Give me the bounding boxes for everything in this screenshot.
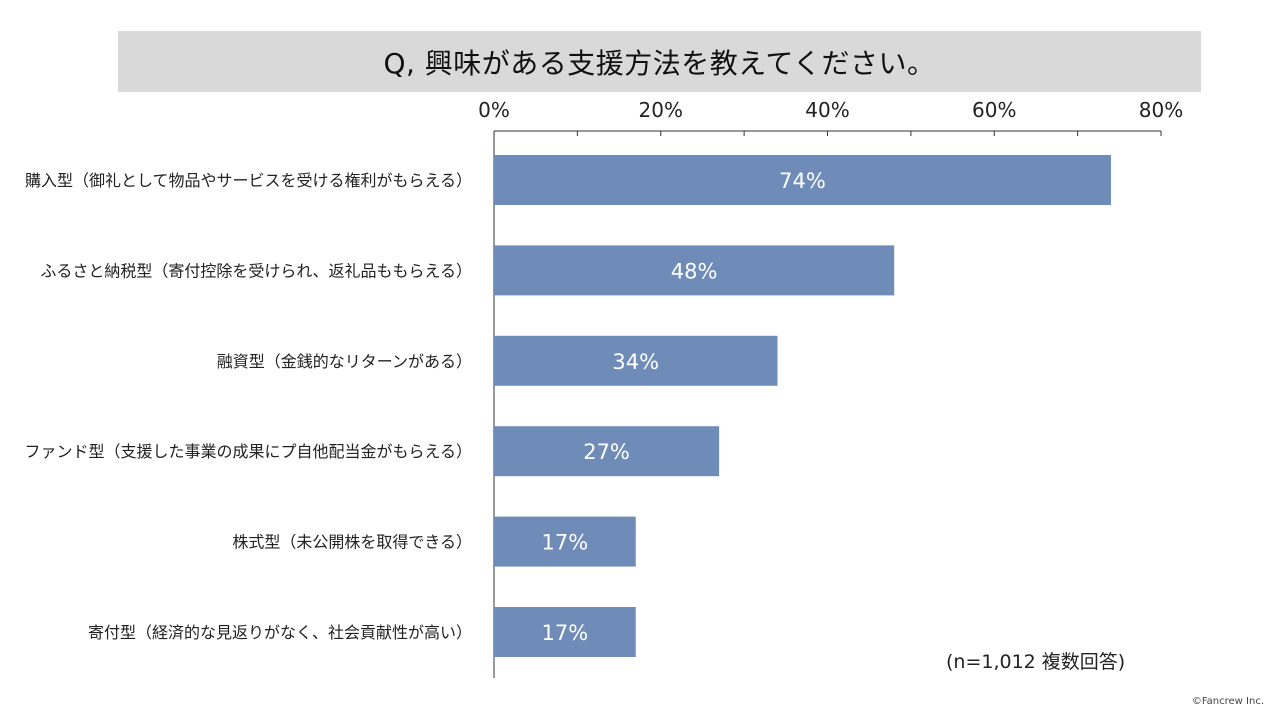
bar [494, 516, 636, 567]
x-tick-label: 20% [639, 98, 683, 122]
sample-size-note: (n=1,012 複数回答) [946, 651, 1126, 673]
bar [494, 245, 895, 296]
bar [494, 426, 720, 477]
copyright-text: ©Fancrew Inc. [1191, 696, 1264, 707]
bar-data-label: 48% [671, 259, 718, 283]
category-label: 寄付型（経済的な見返りがなく、社会貢献性が高い） [88, 623, 472, 642]
bar [494, 607, 636, 657]
bar-data-label: 74% [779, 169, 826, 193]
bar-data-label: 17% [542, 531, 589, 555]
x-tick-label: 60% [972, 98, 1016, 122]
bar-data-label: 27% [583, 440, 630, 464]
category-label: 購入型（御礼として物品やサービスを受ける権利がもらえる） [25, 171, 472, 190]
x-tick-label: 80% [1139, 98, 1183, 122]
bar-data-label: 34% [612, 350, 659, 374]
chart-title: Q, 興味がある支援方法を教えてください。 [383, 46, 936, 80]
bar-data-label: 17% [542, 621, 589, 645]
x-tick-label: 40% [805, 98, 849, 122]
category-label: 融資型（金銭的なリターンがある） [217, 352, 472, 371]
bar [494, 335, 778, 386]
x-tick-label: 0% [478, 98, 510, 122]
category-label: ファンド型（支援した事業の成果にプ自他配当金がもらえる） [24, 442, 472, 461]
bar [494, 155, 1111, 205]
category-label: ふるさと納税型（寄付控除を受けられ、返礼品ももらえる） [40, 261, 472, 280]
title-banner: Q, 興味がある支援方法を教えてください。 [118, 31, 1201, 92]
category-label: 株式型（未公開株を取得できる） [232, 533, 472, 552]
